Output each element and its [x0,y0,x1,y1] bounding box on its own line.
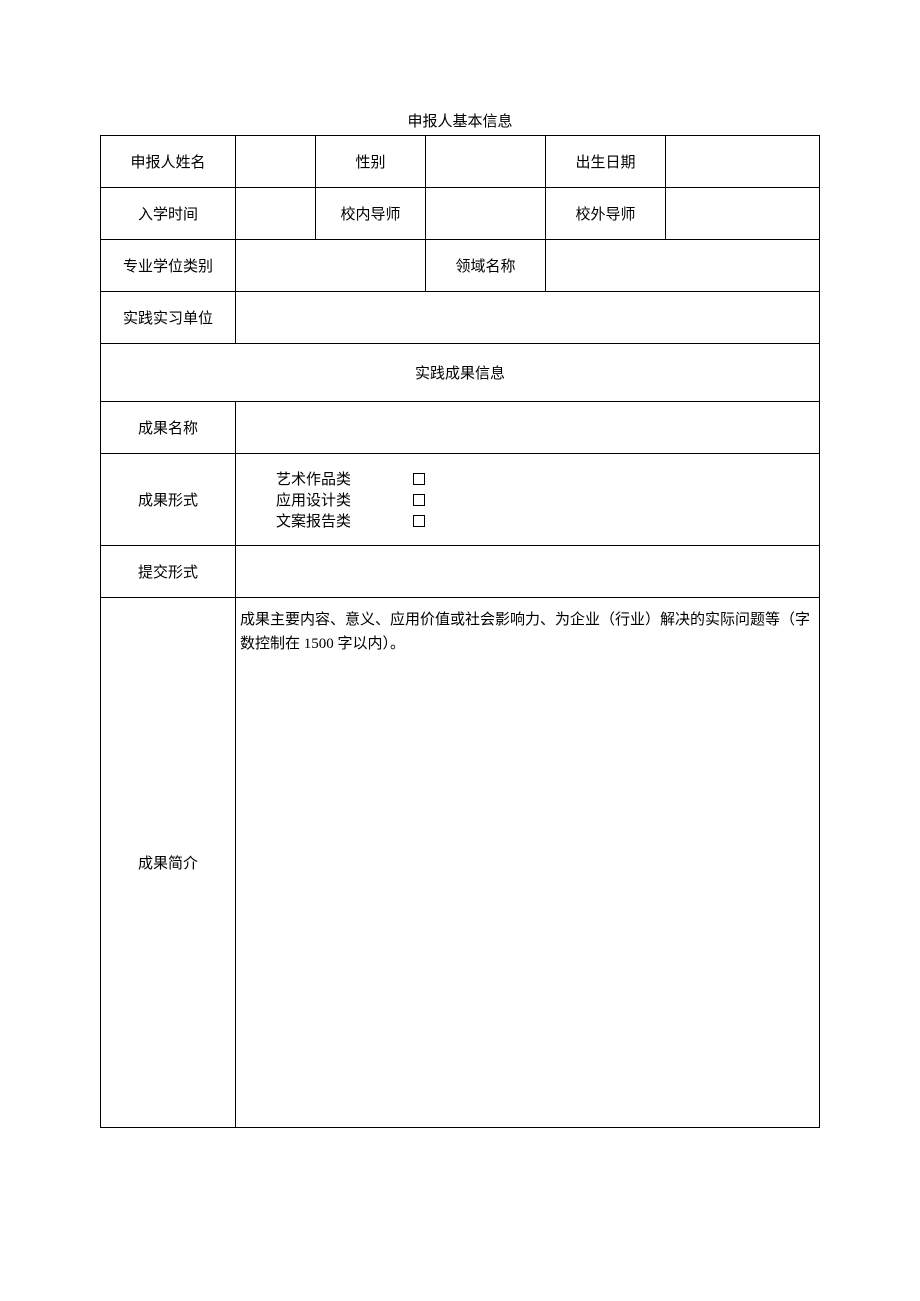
label-submit-form: 提交形式 [101,546,236,598]
value-enrollment-date[interactable] [236,188,316,240]
option-art[interactable]: 艺术作品类 [276,468,485,489]
row-result-intro: 成果简介 成果主要内容、意义、应用价值或社会影响力、为企业（行业）解决的实际问题… [101,598,820,1128]
value-gender[interactable] [426,136,546,188]
label-gender: 性别 [316,136,426,188]
checkbox-icon [413,494,425,506]
page-title: 申报人基本信息 [100,110,820,131]
value-degree-category[interactable] [236,240,426,292]
value-result-intro[interactable]: 成果主要内容、意义、应用价值或社会影响力、为企业（行业）解决的实际问题等（字数控… [236,598,820,1128]
option-design[interactable]: 应用设计类 [276,489,485,510]
value-result-name[interactable] [236,402,820,454]
label-internal-advisor: 校内导师 [316,188,426,240]
row-degree-field: 专业学位类别 领域名称 [101,240,820,292]
row-result-name: 成果名称 [101,402,820,454]
value-field-name[interactable] [546,240,820,292]
option-report-label: 文案报告类 [276,510,351,531]
checkbox-icon [413,473,425,485]
row-result-section-header: 实践成果信息 [101,344,820,402]
label-degree-category: 专业学位类别 [101,240,236,292]
label-result-form: 成果形式 [101,454,236,546]
option-art-label: 艺术作品类 [276,468,351,489]
label-result-section: 实践成果信息 [101,344,820,402]
result-form-options: 艺术作品类 应用设计类 文案报告类 [236,454,820,546]
label-practice-unit: 实践实习单位 [101,292,236,344]
option-report[interactable]: 文案报告类 [276,510,485,531]
value-submit-form[interactable] [236,546,820,598]
label-result-intro: 成果简介 [101,598,236,1128]
value-applicant-name[interactable] [236,136,316,188]
row-name-gender-birth: 申报人姓名 性别 出生日期 [101,136,820,188]
checkbox-icon [413,515,425,527]
label-external-advisor: 校外导师 [546,188,666,240]
value-practice-unit[interactable] [236,292,820,344]
value-birth-date[interactable] [666,136,820,188]
label-result-name: 成果名称 [101,402,236,454]
label-birth-date: 出生日期 [546,136,666,188]
value-external-advisor[interactable] [666,188,820,240]
label-field-name: 领域名称 [426,240,546,292]
row-practice-unit: 实践实习单位 [101,292,820,344]
label-applicant-name: 申报人姓名 [101,136,236,188]
applicant-form-table: 申报人姓名 性别 出生日期 入学时间 校内导师 校外导师 专业学位类别 领域名称… [100,135,820,1128]
row-submit-form: 提交形式 [101,546,820,598]
value-internal-advisor[interactable] [426,188,546,240]
label-enrollment-date: 入学时间 [101,188,236,240]
row-enrollment-advisors: 入学时间 校内导师 校外导师 [101,188,820,240]
row-result-form: 成果形式 艺术作品类 应用设计类 文案报告类 [101,454,820,546]
option-design-label: 应用设计类 [276,489,351,510]
